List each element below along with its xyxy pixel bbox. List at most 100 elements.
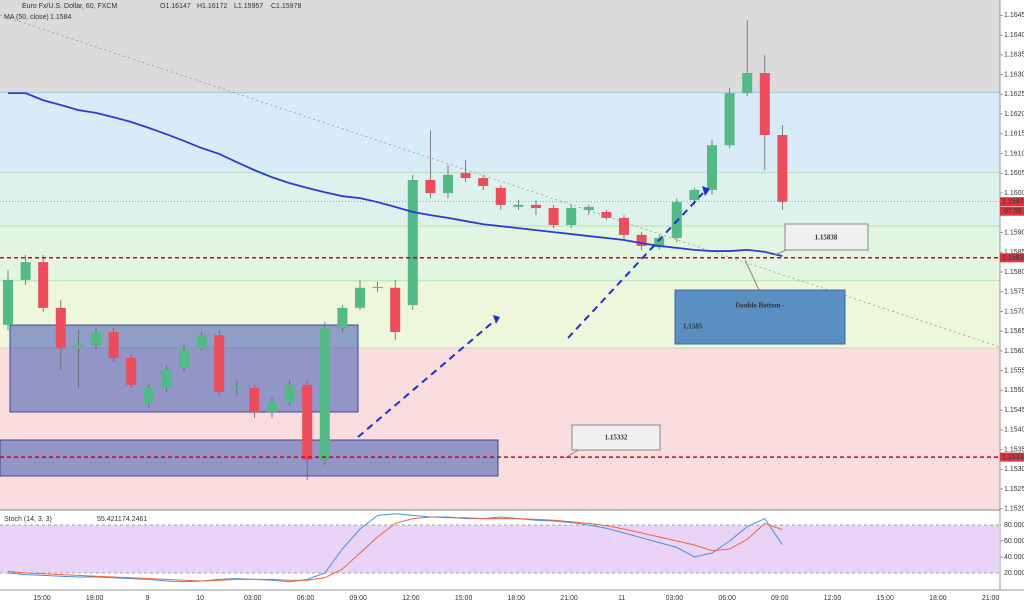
- y-tick-label: 1.15650: [1004, 328, 1024, 335]
- candle-body: [284, 384, 295, 403]
- candle-body: [689, 189, 700, 201]
- candle-body: [55, 307, 66, 349]
- x-tick-label: 03:00: [666, 595, 684, 602]
- y-tick-label: 1.15750: [1004, 289, 1024, 296]
- price-tag-label: 1.15978: [1002, 199, 1024, 206]
- y-tick-label: 1.16250: [1004, 91, 1024, 98]
- candle-body: [249, 388, 260, 413]
- y-tick-label: 1.15350: [1004, 446, 1024, 453]
- price-tag-label: 1.15836: [1002, 255, 1024, 262]
- annotation: 1.15332: [605, 434, 628, 442]
- candle-body: [724, 93, 735, 146]
- candle-body: [495, 187, 506, 205]
- indicator-value: 74.2461: [122, 516, 147, 523]
- y-tick-label: 1.16100: [1004, 150, 1024, 157]
- stoch-band: [0, 525, 1000, 573]
- candle-body: [777, 135, 788, 202]
- indicator-value: 55.4211: [97, 516, 122, 523]
- candle-body: [161, 369, 172, 389]
- candle-body: [583, 206, 594, 210]
- candle-body: [566, 208, 577, 225]
- y-tick-label: 1.16450: [1004, 12, 1024, 19]
- candle-body: [759, 73, 770, 135]
- y-tick-label: 1.16050: [1004, 170, 1024, 177]
- annotation: 1.15838: [815, 234, 838, 242]
- candle-body: [20, 262, 31, 280]
- annotation: Double Bottom -: [735, 302, 785, 310]
- chart-title: Euro Fx/U.S. Dollar, 60, FXCM: [22, 3, 117, 10]
- x-tick-label: 18:00: [929, 595, 947, 602]
- candle-body: [372, 286, 383, 288]
- callout-line: [744, 259, 761, 293]
- candle-body: [355, 287, 365, 308]
- annotation: 1.1585: [683, 323, 703, 331]
- candle-body: [143, 388, 154, 404]
- candle-body: [337, 307, 348, 329]
- ohlc-label: O1.16147: [160, 3, 191, 10]
- candle-body: [38, 262, 49, 308]
- arrow: [357, 321, 494, 438]
- x-tick-label: 18:00: [508, 595, 526, 602]
- indicator-name: Stoch (14, 3, 3): [4, 516, 52, 523]
- y-tick-label: 1.16350: [1004, 52, 1024, 59]
- y-tick-label: 20.0000: [1004, 570, 1024, 577]
- y-tick-label: 1.15600: [1004, 348, 1024, 355]
- callout-box: [571, 424, 661, 451]
- y-tick-label: 1.15400: [1004, 427, 1024, 434]
- x-tick-label: 15:00: [876, 595, 894, 602]
- candle-body: [742, 73, 753, 94]
- zone: [0, 92, 1000, 173]
- x-tick-label: 06:00: [297, 595, 315, 602]
- candle-body: [3, 279, 13, 325]
- y-tick-label: 1.15700: [1004, 308, 1024, 315]
- x-tick-label: 10: [196, 595, 204, 602]
- candle-body: [601, 211, 612, 218]
- arrow-head: [702, 186, 710, 196]
- candle-body: [214, 335, 225, 392]
- price-axis: [1000, 0, 1024, 606]
- y-tick-label: 1.15500: [1004, 387, 1024, 394]
- candle-body: [425, 180, 436, 194]
- range-box: [9, 324, 359, 413]
- x-tick-label: 09:00: [771, 595, 789, 602]
- x-tick-label: 06:00: [718, 595, 736, 602]
- candle-body: [390, 287, 401, 332]
- candle-body: [478, 178, 489, 186]
- arrow-head: [493, 315, 500, 324]
- arrows: [357, 192, 704, 438]
- candle-body: [654, 238, 665, 248]
- stoch-line: [7, 516, 783, 582]
- x-tick-label: 21:00: [982, 595, 1000, 602]
- candle-body: [636, 234, 647, 246]
- candle-body: [196, 335, 207, 349]
- candle-body: [513, 204, 524, 207]
- candle-body: [548, 208, 559, 225]
- candle-body: [108, 331, 119, 359]
- candle-body: [267, 402, 277, 413]
- ohlc-label: H1.16172: [197, 3, 227, 10]
- candle-body: [302, 384, 313, 460]
- price-tag: [1000, 197, 1024, 207]
- arrow: [567, 192, 704, 339]
- x-tick-label: 15:00: [33, 595, 51, 602]
- price-tag-label: 07:58: [1004, 208, 1022, 215]
- y-tick-label: 40.0000: [1004, 554, 1024, 561]
- x-tick-label: 09:00: [349, 595, 367, 602]
- candle-body: [126, 358, 137, 385]
- x-tick-label: 15:00: [455, 595, 473, 602]
- x-tick-label: 21:00: [560, 595, 578, 602]
- y-tick-label: 1.16000: [1004, 190, 1024, 197]
- y-tick-label: 1.15800: [1004, 269, 1024, 276]
- x-tick-label: 9: [145, 595, 149, 602]
- y-tick-label: 1.15850: [1004, 249, 1024, 256]
- y-tick-label: 1.15250: [1004, 486, 1024, 493]
- y-tick-label: 1.16300: [1004, 71, 1024, 78]
- y-tick-label: 1.16400: [1004, 32, 1024, 39]
- y-tick-label: 1.15450: [1004, 407, 1024, 414]
- x-tick-label: 11: [618, 595, 625, 602]
- y-tick-label: 1.15550: [1004, 368, 1024, 375]
- x-tick-label: 18:00: [86, 595, 104, 602]
- indicator-name: MA (50, close): [4, 14, 49, 21]
- candle-body: [73, 345, 84, 349]
